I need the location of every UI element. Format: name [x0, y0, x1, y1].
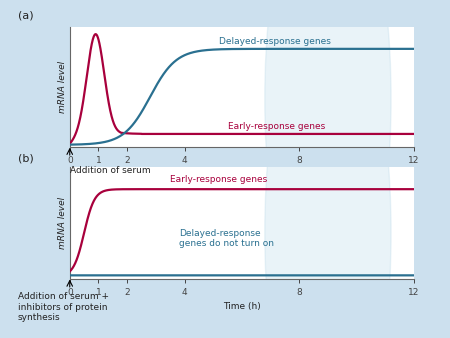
- Y-axis label: mRNA level: mRNA level: [58, 197, 67, 249]
- Text: (b): (b): [18, 154, 34, 164]
- Text: Early-response genes: Early-response genes: [228, 122, 325, 131]
- Text: (a): (a): [18, 10, 34, 20]
- X-axis label: Time (h): Time (h): [223, 303, 261, 311]
- Circle shape: [265, 0, 391, 338]
- Text: Addition of serum: Addition of serum: [70, 166, 150, 175]
- Text: Delayed-response
genes do not turn on: Delayed-response genes do not turn on: [179, 229, 274, 248]
- Y-axis label: mRNA level: mRNA level: [58, 61, 67, 113]
- Text: Addition of serum +
inhibitors of protein
synthesis: Addition of serum + inhibitors of protei…: [18, 292, 109, 322]
- Text: Early-response genes: Early-response genes: [170, 175, 267, 184]
- Circle shape: [265, 0, 391, 338]
- Text: Delayed-response genes: Delayed-response genes: [219, 37, 331, 46]
- X-axis label: Time (h): Time (h): [223, 171, 261, 179]
